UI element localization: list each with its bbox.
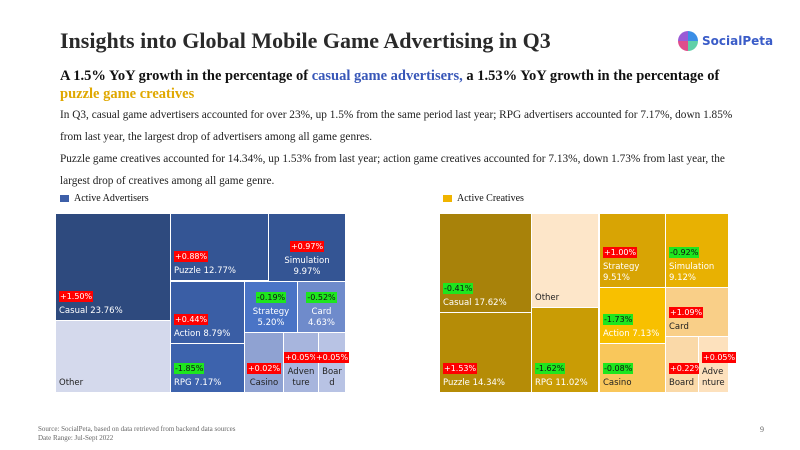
tile-action[interactable]: +0.44% Action 8.79% <box>171 282 244 343</box>
socialpeta-logo: SocialPeta <box>678 31 773 51</box>
tile-board[interactable]: +0.05% Boar d <box>314 333 350 392</box>
tile-label: Card <box>669 322 689 332</box>
tile-label: Adven ture <box>287 367 315 388</box>
change-badge: -0.52% <box>306 292 337 303</box>
tile-label: Casino <box>249 378 279 388</box>
change-badge: +0.22% <box>669 363 704 374</box>
tile-rpg[interactable]: -1.85% RPG 7.17% <box>171 344 244 392</box>
tile-card[interactable]: -0.52% Card 4.63% <box>298 282 345 332</box>
tile-label: Strategy 9.51% <box>603 262 640 283</box>
tile-strategy[interactable]: -0.19% Strategy 5.20% <box>245 282 297 332</box>
page-title: Insights into Global Mobile Game Adverti… <box>60 28 551 53</box>
tile-label: Board <box>669 378 694 388</box>
tile-label: Action 8.79% <box>174 329 231 339</box>
tile-label: Other <box>535 293 560 303</box>
tile-label: RPG 11.02% <box>535 378 588 388</box>
tile-label: Card 4.63% <box>307 307 335 328</box>
change-badge: -0.92% <box>669 247 700 258</box>
tile-rpg[interactable]: -1.62% RPG 11.02% <box>532 308 598 392</box>
tile-puzzle[interactable]: +0.88% Puzzle 12.77% <box>171 214 268 280</box>
legend-swatch <box>60 195 69 202</box>
footer: Source: SocialPeta, based on data retrie… <box>38 425 235 443</box>
change-badge: -0.08% <box>603 363 634 374</box>
change-badge: +0.05% <box>314 352 350 363</box>
legend-creatives: Active Creatives <box>443 193 524 204</box>
tile-adventure[interactable]: +0.05% Adven ture <box>283 333 319 392</box>
tile-casual[interactable]: +1.50% Casual 23.76% <box>56 214 170 320</box>
change-badge: +0.02% <box>246 363 282 374</box>
paragraph-advertisers: In Q3, casual game advertisers accounted… <box>60 109 733 143</box>
change-badge: +1.00% <box>603 247 638 258</box>
subtitle-text: a 1.53% YoY growth in the percentage of <box>462 68 720 84</box>
tile-label: RPG 7.17% <box>174 378 222 388</box>
change-badge: -1.85% <box>174 363 205 374</box>
tile-casino[interactable]: +0.02% Casino <box>245 333 283 392</box>
footer-source: Source: SocialPeta, based on data retrie… <box>38 425 236 433</box>
tile-casino[interactable]: -0.08% Casino <box>600 344 665 392</box>
subtitle-highlight-creatives: puzzle game creatives <box>60 86 195 102</box>
subtitle-highlight-advertisers: casual game advertisers, <box>311 68 463 84</box>
change-badge: -1.73% <box>603 314 634 325</box>
change-badge: -0.19% <box>255 292 287 303</box>
tile-label: Adve nture <box>702 367 725 388</box>
tile-casual[interactable]: -0.41% Casual 17.62% <box>440 214 531 312</box>
change-badge: +1.53% <box>443 363 478 374</box>
change-badge: +1.09% <box>669 307 704 318</box>
tile-simulation[interactable]: +0.97% Simulation 9.97% <box>269 214 345 281</box>
change-badge: -0.41% <box>443 283 474 294</box>
tile-puzzle[interactable]: +1.53% Puzzle 14.34% <box>440 313 531 392</box>
tile-other[interactable]: Other <box>56 321 170 392</box>
logo-text: SocialPeta <box>702 34 774 48</box>
legend-swatch <box>443 195 452 202</box>
tile-simulation[interactable]: -0.92% Simulation 9.12% <box>666 214 728 287</box>
change-badge: -1.62% <box>535 363 566 374</box>
tile-label: Other <box>59 378 84 388</box>
tile-label: Casual 17.62% <box>443 298 507 308</box>
legend-label: Active Advertisers <box>74 193 149 204</box>
logo-icon <box>678 31 698 51</box>
tile-other[interactable]: Other <box>532 214 598 307</box>
tile-label: Boar d <box>322 367 342 388</box>
tile-label: Casino <box>603 378 632 388</box>
tile-label: Simulation 9.12% <box>669 262 715 283</box>
subtitle-text: A 1.5% YoY growth in the percentage of <box>60 68 312 84</box>
change-badge: +1.50% <box>59 291 94 302</box>
subtitle: A 1.5% YoY growth in the percentage of c… <box>60 67 760 103</box>
tile-board[interactable]: +0.22% Board <box>666 337 704 392</box>
tile-label: Simulation 9.97% <box>284 256 330 277</box>
change-badge: +0.97% <box>289 241 325 252</box>
change-badge: +0.44% <box>174 314 209 325</box>
tile-label: Action 7.13% <box>603 329 660 339</box>
change-badge: +0.88% <box>174 251 209 262</box>
tile-strategy[interactable]: +1.00% Strategy 9.51% <box>600 214 665 287</box>
tile-card[interactable]: +1.09% Card <box>666 288 728 336</box>
tile-label: Strategy 5.20% <box>252 307 290 328</box>
tile-label: Puzzle 12.77% <box>174 266 236 276</box>
change-badge: +0.05% <box>702 352 737 363</box>
page-number: 9 <box>760 425 764 434</box>
tile-action[interactable]: -1.73% Action 7.13% <box>600 288 665 343</box>
legend-label: Active Creatives <box>457 193 524 204</box>
tile-label: Puzzle 14.34% <box>443 378 505 388</box>
legend-advertisers: Active Advertisers <box>60 193 149 204</box>
tile-adventure[interactable]: +0.05% Adve nture <box>699 337 737 392</box>
footer-date-range: Date Range: Jul-Sept 2022 <box>38 434 114 442</box>
change-badge: +0.05% <box>283 352 319 363</box>
tile-label: Casual 23.76% <box>59 306 123 316</box>
paragraph-creatives: Puzzle game creatives accounted for 14.3… <box>60 153 725 187</box>
